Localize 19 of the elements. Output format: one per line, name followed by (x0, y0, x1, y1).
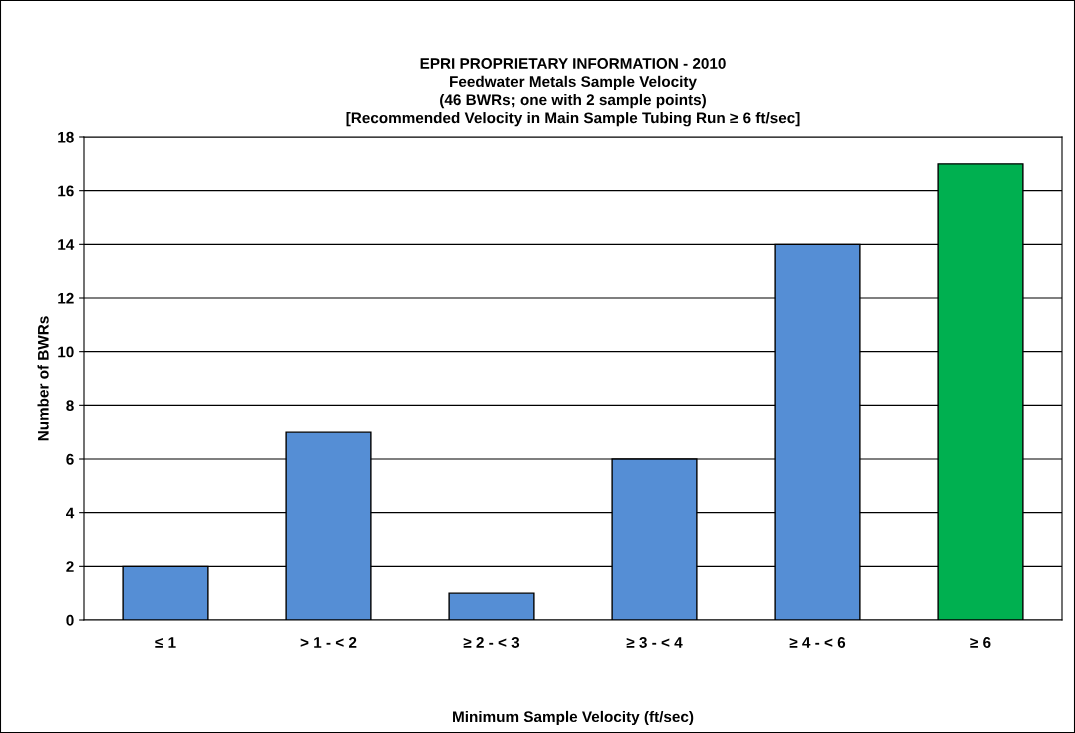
y-tick-label: 2 (66, 561, 74, 572)
x-tick-label: ≥ 3 - < 4 (626, 637, 683, 648)
y-tick-label: 6 (66, 453, 74, 465)
y-tick-label: 10 (58, 346, 74, 358)
y-tick-label: 18 (58, 131, 74, 143)
x-tick-label: ≥ 4 - < 6 (789, 637, 846, 648)
x-tick-label: ≥ 2 - < 3 (463, 637, 520, 648)
y-tick-label: 4 (66, 507, 75, 519)
y-tick-label: 8 (66, 400, 74, 412)
y-tick-label: 0 (66, 614, 74, 626)
x-axis-title: Minimum Sample Velocity (ft/sec) (453, 710, 694, 726)
x-tick-label: ≤ 1 (155, 637, 176, 648)
y-tick-label: 16 (58, 185, 74, 197)
x-tick-label: ≥ 6 (970, 637, 991, 648)
y-tick-label: 12 (58, 292, 74, 304)
chart-title: EPRI PROPRIETARY INFORMATION - 2010 Feedwater Metals Sample Velocity (46 BWRs; one with 2 sample points) [Recommended Velocity in Main Sample Tubing Run ≥ 6 ft/sec] (346, 58, 800, 127)
x-tick-label: > 1 - < 2 (300, 637, 357, 648)
y-tick-label: 14 (58, 239, 75, 250)
y-axis-title: Number of BWRs (37, 316, 49, 441)
